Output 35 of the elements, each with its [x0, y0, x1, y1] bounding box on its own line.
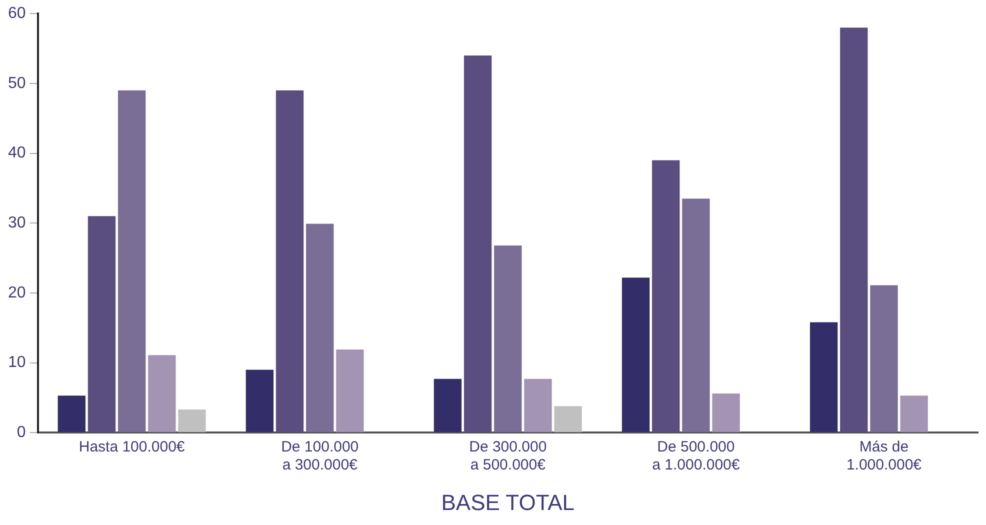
x-tick-label: De 100.000 a 300.000€ — [281, 438, 359, 474]
bar — [148, 355, 176, 432]
bar — [682, 198, 710, 432]
y-tick-label: 20 — [8, 284, 26, 302]
bar — [622, 278, 650, 432]
bar — [840, 28, 868, 432]
bar — [306, 224, 334, 432]
bar — [178, 410, 206, 432]
x-tick-label: De 500.000 a 1.000.000€ — [652, 438, 740, 474]
bar — [900, 396, 928, 432]
bar — [118, 90, 146, 432]
bar — [88, 216, 116, 432]
bar — [810, 322, 838, 432]
y-tick-label: 0 — [16, 424, 26, 442]
bar — [246, 370, 274, 432]
x-tick-label: De 300.000 a 500.000€ — [469, 438, 547, 474]
x-axis-title: BASE TOTAL — [441, 490, 575, 515]
bar — [464, 56, 492, 432]
bar — [870, 285, 898, 432]
y-tick-label: 40 — [8, 144, 26, 162]
y-tick-label: 10 — [8, 354, 26, 372]
bar — [434, 378, 462, 432]
x-tick-label: Más de 1.000.000€ — [846, 438, 922, 474]
y-tick-label: 60 — [8, 5, 26, 22]
bar — [276, 90, 304, 432]
bar — [554, 406, 582, 432]
bar — [524, 378, 552, 432]
x-tick-label: Hasta 100.000€ — [78, 438, 186, 456]
bar — [494, 245, 522, 432]
bar — [58, 396, 86, 432]
bar — [652, 160, 680, 432]
y-tick-label: 30 — [8, 214, 26, 232]
bar — [712, 393, 740, 432]
y-tick-label: 50 — [8, 74, 26, 92]
bar — [336, 350, 364, 432]
